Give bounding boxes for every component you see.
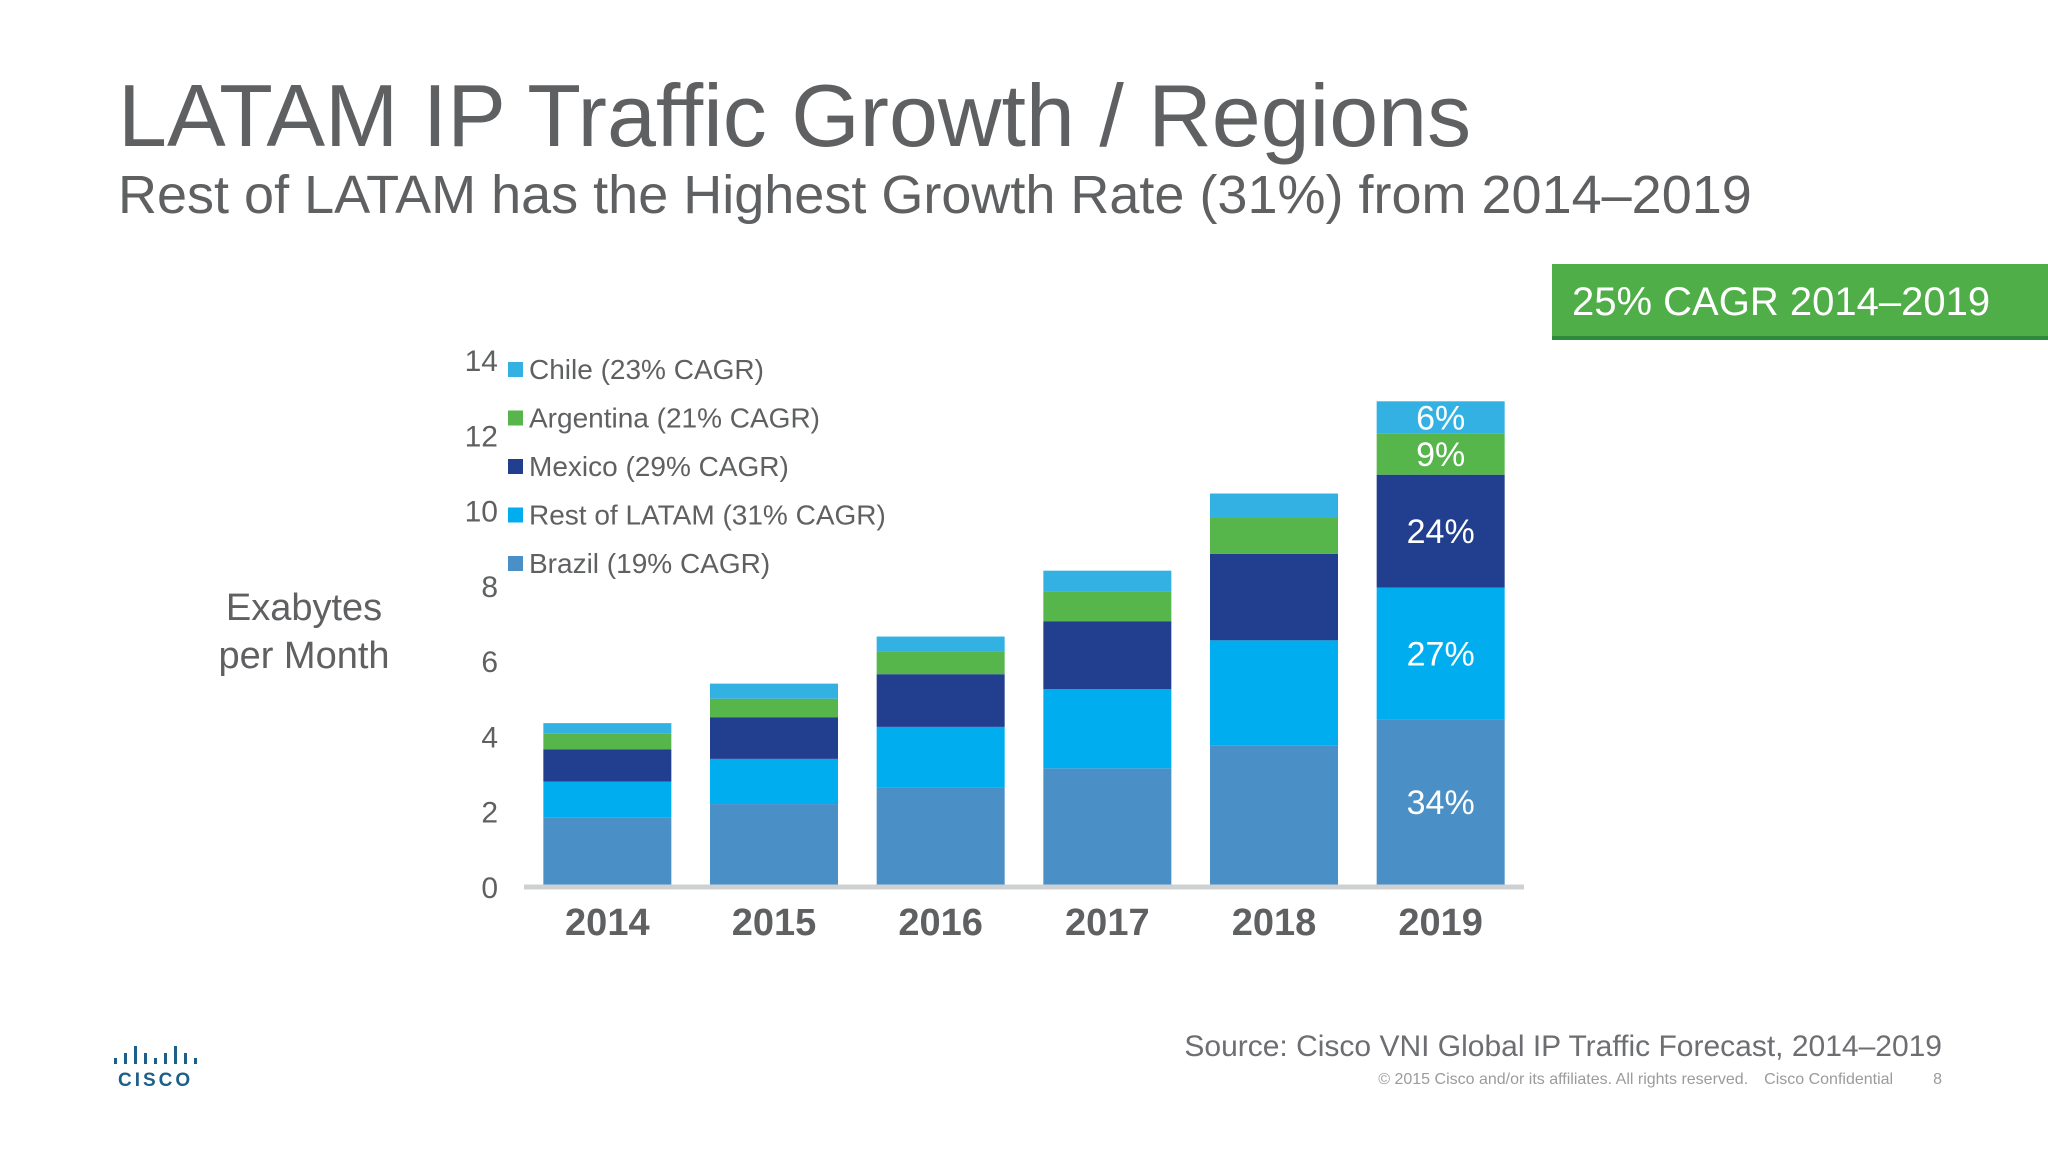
bar-segment [876, 651, 1005, 675]
legend-swatch [508, 507, 523, 523]
x-tick-label: 2014 [565, 902, 650, 944]
legend-label: Mexico (29% CAGR) [529, 451, 789, 482]
y-tick-label: 2 [481, 797, 498, 830]
bar-segment [1376, 433, 1505, 475]
data-label: 34% [1407, 784, 1475, 822]
bar-segment [710, 758, 838, 805]
y-tick-label: 6 [481, 646, 498, 679]
bar-segment [1376, 401, 1505, 434]
page-number: 8 [1933, 1071, 1942, 1088]
x-tick-label: 2017 [1065, 902, 1150, 944]
legend-swatch [508, 362, 523, 377]
cisco-logo-text: CISCO [118, 1070, 194, 1091]
y-tick-label: 4 [481, 721, 498, 754]
bar-segment [710, 683, 838, 699]
page-title: LATAM IP Traffic Growth / Regions [118, 66, 1472, 165]
y-axis-label: Exabytes per Month [196, 584, 412, 680]
bar-segment [1043, 570, 1172, 592]
data-label: 9% [1416, 436, 1465, 474]
bar-segment [876, 636, 1005, 652]
cagr-badge: 25% CAGR 2014–2019 [1552, 264, 2048, 340]
bar-segment [1376, 474, 1505, 588]
legend-label: Brazil (19% CAGR) [529, 548, 770, 579]
bar-segment [876, 674, 1005, 727]
legend-swatch [508, 410, 523, 426]
bar-segment [543, 749, 672, 782]
bar-segment [876, 787, 1005, 885]
data-label: 24% [1407, 513, 1475, 551]
bar-segment [1210, 745, 1338, 885]
bar-segment [543, 817, 672, 885]
legend-label: Chile (23% CAGR) [529, 354, 764, 385]
bar-segment [1043, 621, 1172, 690]
bar-segment [710, 717, 838, 759]
bar-segment [1210, 640, 1338, 746]
x-tick-label: 2019 [1398, 902, 1483, 944]
x-tick-label: 2016 [898, 902, 983, 944]
footer: © 2015 Cisco and/or its affiliates. All … [1378, 1071, 1942, 1089]
copyright-text: © 2015 Cisco and/or its affiliates. All … [1378, 1071, 1749, 1088]
confidential-text: Cisco Confidential [1764, 1071, 1894, 1088]
bar-segment [1043, 768, 1172, 885]
y-tick-label: 12 [465, 420, 498, 453]
cisco-bridge-icon [114, 1046, 197, 1064]
data-label: 27% [1407, 635, 1475, 673]
bar-segment [543, 733, 672, 750]
bar-segment [1376, 719, 1505, 885]
y-axis-label-line-1: Exabytes [225, 587, 383, 629]
bar-segment [1043, 591, 1172, 622]
bar-segment [1043, 689, 1172, 769]
bar-segment [1210, 493, 1338, 518]
data-label: 6% [1416, 399, 1465, 437]
legend-label: Argentina (21% CAGR) [529, 403, 820, 434]
y-tick-label: 8 [481, 571, 498, 604]
legend-swatch [508, 556, 523, 571]
y-tick-label: 10 [465, 496, 498, 529]
y-tick-label: 14 [465, 345, 498, 378]
x-tick-label: 2015 [732, 902, 817, 944]
legend-label: Rest of LATAM (31% CAGR) [529, 500, 886, 531]
y-tick-label: 0 [481, 872, 498, 905]
source-note: Source: Cisco VNI Global IP Traffic Fore… [1184, 1030, 1942, 1063]
bar-segment [710, 698, 838, 718]
bar-segment [543, 781, 672, 818]
bar-segment [1210, 553, 1338, 641]
bar-segment [876, 726, 1005, 788]
bar-segment [543, 723, 672, 734]
bar-segment [1376, 587, 1505, 720]
x-tick-label: 2018 [1232, 902, 1317, 944]
y-axis-label-line-2: per Month [218, 635, 390, 677]
page-subtitle: Rest of LATAM has the Highest Growth Rat… [118, 165, 1752, 225]
bar-segment [710, 804, 838, 885]
bar-segment [1210, 517, 1338, 554]
legend-swatch [508, 459, 523, 474]
